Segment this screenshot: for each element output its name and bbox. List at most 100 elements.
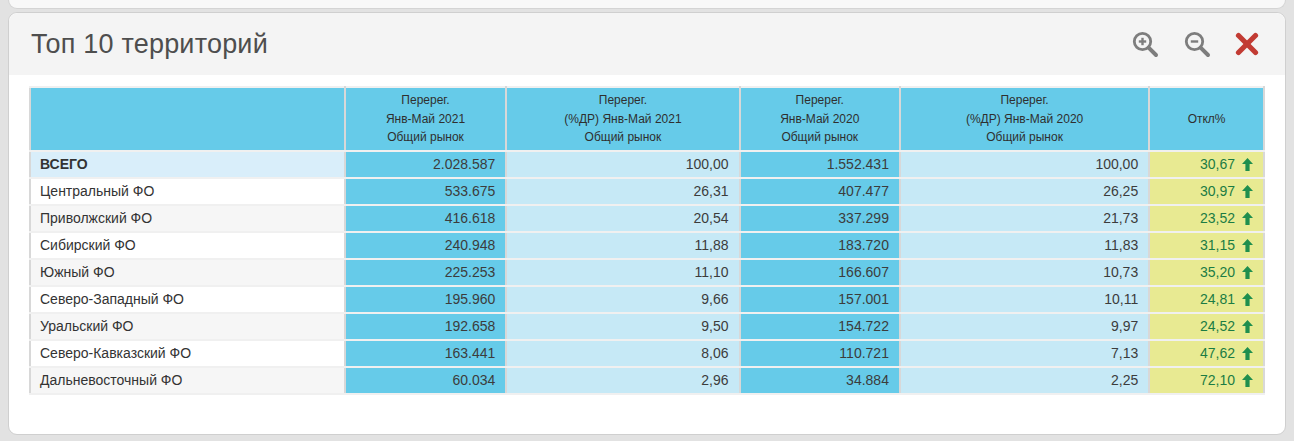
up-arrow-icon xyxy=(1242,293,1253,306)
share-2020-cell: 9,97 xyxy=(900,313,1149,340)
territories-table: Перерег.Янв-Май 2021Общий рынокПеререг.(… xyxy=(29,86,1265,395)
share-2021-cell: 20,54 xyxy=(506,205,739,232)
deviation-value: 24,52 xyxy=(1200,318,1235,334)
close-button[interactable] xyxy=(1235,32,1259,56)
deviation-value: 35,20 xyxy=(1200,264,1235,280)
red-x-icon xyxy=(1235,32,1259,56)
value-2020-cell: 154.722 xyxy=(740,313,900,340)
table-row: Центральный ФО 533.675 26,31 407.477 26,… xyxy=(30,178,1264,205)
value-2021-cell: 240.948 xyxy=(345,232,507,259)
zoom-out-button[interactable] xyxy=(1183,30,1211,58)
territory-label-cell[interactable]: Северо-Кавказский ФО xyxy=(30,340,345,367)
deviation-value: 30,67 xyxy=(1200,156,1235,172)
share-2021-cell: 8,06 xyxy=(506,340,739,367)
column-header-line: Общий рынок xyxy=(905,128,1144,147)
column-header[interactable]: Откл% xyxy=(1149,87,1264,151)
up-arrow-icon xyxy=(1242,239,1253,252)
territory-label-cell[interactable]: Сибирский ФО xyxy=(30,232,345,259)
territory-label-cell[interactable]: Уральский ФО xyxy=(30,313,345,340)
value-2021-cell: 195.960 xyxy=(345,286,507,313)
up-arrow-icon xyxy=(1242,347,1253,360)
zoom-in-button[interactable] xyxy=(1131,30,1159,58)
column-header-line: Общий рынок xyxy=(350,128,502,147)
table-row: Северо-Кавказский ФО 163.441 8,06 110.72… xyxy=(30,340,1264,367)
share-2020-cell: 7,13 xyxy=(900,340,1149,367)
share-2021-cell: 11,10 xyxy=(506,259,739,286)
share-2020-cell: 21,73 xyxy=(900,205,1149,232)
deviation-value: 31,15 xyxy=(1200,237,1235,253)
deviation-cell: 23,52 xyxy=(1149,205,1264,232)
header-row: Перерег.Янв-Май 2021Общий рынокПеререг.(… xyxy=(30,87,1264,151)
share-2021-cell: 11,88 xyxy=(506,232,739,259)
value-2020-cell: 183.720 xyxy=(740,232,900,259)
deviation-cell: 24,52 xyxy=(1149,313,1264,340)
widget-toolbar xyxy=(1131,30,1259,58)
column-header[interactable] xyxy=(30,87,345,151)
column-header-line: Янв-Май 2021 xyxy=(350,110,502,129)
territory-label-cell[interactable]: ВСЕГО xyxy=(30,151,345,178)
share-2021-cell: 9,66 xyxy=(506,286,739,313)
value-2020-cell: 337.299 xyxy=(740,205,900,232)
territory-label-cell[interactable]: Центральный ФО xyxy=(30,178,345,205)
widget-title: Топ 10 территорий xyxy=(31,29,268,60)
up-arrow-icon xyxy=(1242,320,1253,333)
column-header-line: Общий рынок xyxy=(511,128,734,147)
share-2021-cell: 100,00 xyxy=(506,151,739,178)
up-arrow-icon xyxy=(1242,212,1253,225)
value-2021-cell: 225.253 xyxy=(345,259,507,286)
value-2021-cell: 192.658 xyxy=(345,313,507,340)
column-header-line: Откл% xyxy=(1154,110,1259,129)
deviation-value: 47,62 xyxy=(1200,345,1235,361)
value-2021-cell: 533.675 xyxy=(345,178,507,205)
column-header-line: Перерег. xyxy=(745,91,895,110)
value-2020-cell: 34.884 xyxy=(740,367,900,394)
up-arrow-icon xyxy=(1242,158,1253,171)
deviation-cell: 30,97 xyxy=(1149,178,1264,205)
column-header[interactable]: Перерег.(%ДР) Янв-Май 2021Общий рынок xyxy=(506,87,739,151)
share-2020-cell: 26,25 xyxy=(900,178,1149,205)
deviation-cell: 72,10 xyxy=(1149,367,1264,394)
value-2021-cell: 163.441 xyxy=(345,340,507,367)
territory-label-cell[interactable]: Северо-Западный ФО xyxy=(30,286,345,313)
share-2020-cell: 11,83 xyxy=(900,232,1149,259)
territory-label-cell[interactable]: Южный ФО xyxy=(30,259,345,286)
column-header-line: Янв-Май 2020 xyxy=(745,110,895,129)
territory-label-cell[interactable]: Дальневосточный ФО xyxy=(30,367,345,394)
table-row: Южный ФО 225.253 11,10 166.607 10,73 35,… xyxy=(30,259,1264,286)
territory-label-cell[interactable]: Приволжский ФО xyxy=(30,205,345,232)
share-2020-cell: 10,11 xyxy=(900,286,1149,313)
column-header[interactable]: Перерег.Янв-Май 2020Общий рынок xyxy=(740,87,900,151)
table-row: ВСЕГО 2.028.587 100,00 1.552.431 100,00 … xyxy=(30,151,1264,178)
deviation-value: 24,81 xyxy=(1200,291,1235,307)
up-arrow-icon xyxy=(1242,185,1253,198)
column-header-line: Перерег. xyxy=(905,91,1144,110)
column-header[interactable]: Перерег.Янв-Май 2021Общий рынок xyxy=(345,87,507,151)
deviation-cell: 31,15 xyxy=(1149,232,1264,259)
widget-body: Перерег.Янв-Май 2021Общий рынокПеререг.(… xyxy=(9,75,1285,395)
share-2021-cell: 26,31 xyxy=(506,178,739,205)
column-header[interactable]: Перерег.(%ДР) Янв-Май 2020Общий рынок xyxy=(900,87,1149,151)
column-header-line: Общий рынок xyxy=(745,128,895,147)
deviation-cell: 24,81 xyxy=(1149,286,1264,313)
deviation-value: 23,52 xyxy=(1200,210,1235,226)
table-body: ВСЕГО 2.028.587 100,00 1.552.431 100,00 … xyxy=(30,151,1264,394)
column-header-line: (%ДР) Янв-Май 2020 xyxy=(905,110,1144,129)
table-row: Уральский ФО 192.658 9,50 154.722 9,97 2… xyxy=(30,313,1264,340)
deviation-value: 30,97 xyxy=(1200,183,1235,199)
value-2020-cell: 110.721 xyxy=(740,340,900,367)
deviation-cell: 47,62 xyxy=(1149,340,1264,367)
table-row: Дальневосточный ФО 60.034 2,96 34.884 2,… xyxy=(30,367,1264,394)
widget-header: Топ 10 территорий xyxy=(9,13,1285,75)
magnifier-minus-icon xyxy=(1183,30,1211,58)
table-row: Приволжский ФО 416.618 20,54 337.299 21,… xyxy=(30,205,1264,232)
column-header-line: Перерег. xyxy=(511,91,734,110)
share-2021-cell: 2,96 xyxy=(506,367,739,394)
up-arrow-icon xyxy=(1242,374,1253,387)
share-2021-cell: 9,50 xyxy=(506,313,739,340)
column-header-line: (%ДР) Янв-Май 2021 xyxy=(511,110,734,129)
magnifier-plus-icon xyxy=(1131,30,1159,58)
share-2020-cell: 100,00 xyxy=(900,151,1149,178)
table-row: Северо-Западный ФО 195.960 9,66 157.001 … xyxy=(30,286,1264,313)
value-2021-cell: 60.034 xyxy=(345,367,507,394)
table-row: Сибирский ФО 240.948 11,88 183.720 11,83… xyxy=(30,232,1264,259)
